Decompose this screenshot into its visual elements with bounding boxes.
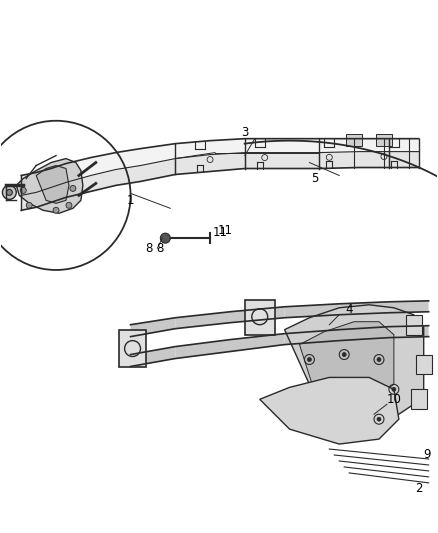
Text: 4: 4 (346, 303, 353, 316)
Polygon shape (16, 158, 83, 213)
Bar (406, 315, 422, 335)
Text: 5: 5 (311, 172, 318, 185)
Bar (245, 300, 275, 335)
Circle shape (342, 352, 346, 357)
Circle shape (2, 185, 16, 199)
Circle shape (7, 189, 12, 196)
Text: 11: 11 (218, 224, 233, 237)
Text: 1: 1 (127, 194, 134, 207)
Circle shape (307, 358, 311, 361)
Circle shape (160, 233, 170, 243)
Text: 2: 2 (415, 482, 423, 495)
Polygon shape (339, 327, 389, 341)
Polygon shape (285, 304, 339, 318)
Polygon shape (285, 305, 424, 414)
Text: 3: 3 (241, 126, 248, 139)
Circle shape (20, 188, 26, 193)
Bar (376, 134, 392, 146)
Polygon shape (21, 139, 419, 211)
Polygon shape (339, 302, 389, 315)
Text: 10: 10 (386, 393, 401, 406)
Polygon shape (260, 377, 399, 444)
Polygon shape (389, 326, 429, 337)
Polygon shape (230, 307, 285, 322)
Polygon shape (131, 346, 175, 367)
Text: 8: 8 (157, 241, 164, 255)
Bar (416, 354, 431, 375)
Circle shape (66, 203, 72, 208)
Polygon shape (389, 301, 429, 313)
Circle shape (377, 417, 381, 421)
Text: 11: 11 (212, 225, 227, 239)
Circle shape (26, 203, 32, 208)
Polygon shape (175, 312, 230, 329)
Bar (346, 134, 362, 146)
Circle shape (392, 387, 396, 391)
Circle shape (377, 358, 381, 361)
Bar (119, 330, 146, 367)
Circle shape (70, 185, 76, 191)
Text: 9: 9 (423, 448, 431, 461)
Polygon shape (21, 151, 419, 211)
Polygon shape (285, 330, 339, 345)
Polygon shape (230, 334, 285, 352)
Polygon shape (175, 340, 230, 359)
Polygon shape (131, 318, 175, 337)
Bar (411, 389, 427, 409)
Text: 8: 8 (145, 241, 152, 255)
Polygon shape (36, 166, 69, 203)
Polygon shape (300, 322, 394, 401)
Circle shape (53, 207, 59, 213)
